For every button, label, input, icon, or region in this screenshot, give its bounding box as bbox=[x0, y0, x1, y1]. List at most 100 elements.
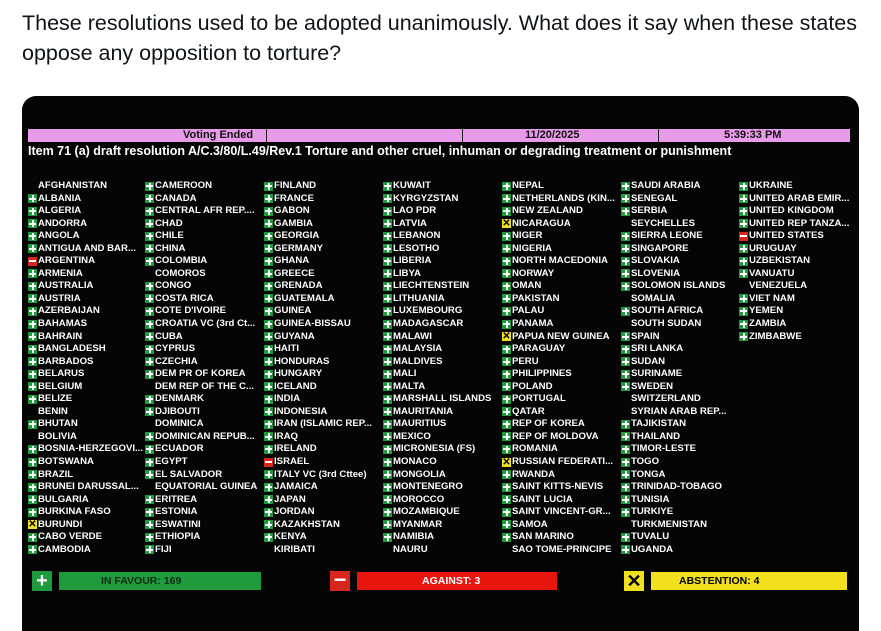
country-name: TURKIYE bbox=[631, 506, 674, 518]
country-name: CABO VERDE bbox=[38, 531, 102, 543]
country-name: DENMARK bbox=[155, 393, 205, 405]
country-name: UNITED ARAB EMIR... bbox=[749, 192, 850, 204]
country-name: SOUTH AFRICA bbox=[631, 305, 704, 317]
yes-vote-icon bbox=[383, 269, 392, 279]
country-name: MALAWI bbox=[393, 330, 432, 342]
country-name: KAZAKHSTAN bbox=[274, 518, 340, 530]
country-name: COSTA RICA bbox=[155, 292, 214, 304]
yes-vote-icon bbox=[739, 332, 748, 342]
yes-vote-icon bbox=[145, 219, 154, 229]
country-name: EL SALVADOR bbox=[155, 468, 223, 480]
country-name: FRANCE bbox=[274, 192, 314, 204]
country-name: UNITED KINGDOM bbox=[749, 205, 834, 217]
yes-vote-icon bbox=[739, 256, 748, 266]
voting-date: 11/20/2025 bbox=[525, 129, 580, 141]
yes-vote-icon bbox=[28, 369, 37, 379]
country-name: HONDURAS bbox=[274, 355, 330, 367]
country-name: BANGLADESH bbox=[38, 343, 106, 355]
yes-vote-icon bbox=[145, 357, 154, 367]
country-name: EGYPT bbox=[155, 456, 188, 468]
yes-vote-icon bbox=[145, 206, 154, 216]
yes-vote-icon bbox=[383, 344, 392, 354]
yes-vote-icon bbox=[145, 319, 154, 329]
country-name: SLOVENIA bbox=[631, 267, 681, 279]
country-name: SYRIAN ARAB REP... bbox=[631, 405, 727, 417]
yes-vote-icon bbox=[28, 457, 37, 467]
yes-vote-icon bbox=[264, 482, 273, 492]
yes-vote-icon bbox=[28, 344, 37, 354]
country-name: IRAQ bbox=[274, 430, 298, 442]
country-name: BENIN bbox=[38, 405, 68, 417]
yes-vote-icon bbox=[502, 181, 511, 191]
yes-vote-icon bbox=[383, 394, 392, 404]
country-name: NAMIBIA bbox=[393, 531, 435, 543]
country-name: PHILIPPINES bbox=[512, 368, 572, 380]
yes-vote-icon bbox=[383, 281, 392, 291]
country-name: FINLAND bbox=[274, 180, 317, 191]
abstain-vote-icon: ✕ bbox=[502, 456, 511, 468]
country-name: CENTRAL AFR REP.... bbox=[155, 205, 255, 217]
country-name: VANUATU bbox=[749, 267, 795, 279]
country-name: SAUDI ARABIA bbox=[631, 180, 701, 191]
yes-vote-icon bbox=[502, 294, 511, 304]
country-name: ANGOLA bbox=[38, 230, 80, 242]
country-name: RWANDA bbox=[512, 468, 555, 480]
abstain-vote-icon: ✕ bbox=[28, 519, 37, 531]
country-name: GUATEMALA bbox=[274, 292, 335, 304]
country-name: BURKINA FASO bbox=[38, 506, 111, 518]
yes-vote-icon bbox=[739, 319, 748, 329]
yes-vote-icon bbox=[145, 444, 154, 454]
country-name: BELARUS bbox=[38, 368, 85, 380]
country-name: BRAZIL bbox=[38, 468, 74, 480]
country-name: ETHIOPIA bbox=[155, 531, 201, 543]
yes-vote-icon bbox=[264, 357, 273, 367]
voting-time: 5:39:33 PM bbox=[724, 129, 782, 141]
country-name: AUSTRALIA bbox=[38, 280, 94, 292]
yes-vote-icon bbox=[28, 306, 37, 316]
country-name: MALDIVES bbox=[393, 355, 443, 367]
yes-vote-icon bbox=[502, 532, 511, 542]
country-name: LUXEMBOURG bbox=[393, 305, 463, 317]
country-name: NIGERIA bbox=[512, 242, 552, 254]
country-name: REP OF KOREA bbox=[512, 418, 585, 430]
country-name: PAPUA NEW GUINEA bbox=[512, 330, 610, 342]
country-name: LIECHTENSTEIN bbox=[393, 280, 470, 292]
country-name: BAHRAIN bbox=[38, 330, 83, 342]
yes-vote-icon bbox=[28, 507, 37, 517]
country-name: TONGA bbox=[631, 468, 666, 480]
yes-vote-icon bbox=[145, 231, 154, 241]
yes-vote-icon bbox=[28, 394, 37, 404]
country-name: GAMBIA bbox=[274, 217, 313, 229]
yes-vote-icon bbox=[28, 319, 37, 329]
country-name: COTE D'IVOIRE bbox=[155, 305, 227, 317]
country-name: TUVALU bbox=[631, 531, 670, 543]
country-name: MYANMAR bbox=[393, 518, 443, 530]
yes-vote-icon bbox=[621, 194, 630, 204]
x-icon: ✕ bbox=[624, 571, 644, 591]
abstain-vote-icon: ✕ bbox=[502, 331, 511, 343]
yes-vote-icon bbox=[383, 382, 392, 392]
country-name: YEMEN bbox=[749, 305, 784, 317]
yes-vote-icon bbox=[145, 407, 154, 417]
yes-vote-icon bbox=[383, 407, 392, 417]
country-name: MONTENEGRO bbox=[393, 481, 463, 493]
yes-vote-icon bbox=[621, 495, 630, 505]
yes-vote-icon bbox=[264, 244, 273, 254]
country-name: SPAIN bbox=[631, 330, 660, 342]
country-name: BURUNDI bbox=[38, 518, 83, 530]
yes-vote-icon bbox=[621, 256, 630, 266]
country-name: SAINT KITTS-NEVIS bbox=[512, 481, 604, 493]
yes-vote-icon bbox=[383, 495, 392, 505]
country-name: TRINIDAD-TOBAGO bbox=[631, 481, 722, 493]
country-name: SERBIA bbox=[631, 205, 668, 217]
yes-vote-icon bbox=[145, 306, 154, 316]
yes-vote-icon bbox=[28, 269, 37, 279]
country-name: COLOMBIA bbox=[155, 255, 208, 267]
country-name: ZAMBIA bbox=[749, 318, 787, 330]
yes-vote-icon bbox=[502, 507, 511, 517]
yes-vote-icon bbox=[621, 482, 630, 492]
yes-vote-icon bbox=[621, 332, 630, 342]
yes-vote-icon bbox=[621, 507, 630, 517]
abstain-vote-icon: ✕ bbox=[502, 218, 511, 230]
country-name: NORTH MACEDONIA bbox=[512, 255, 608, 267]
